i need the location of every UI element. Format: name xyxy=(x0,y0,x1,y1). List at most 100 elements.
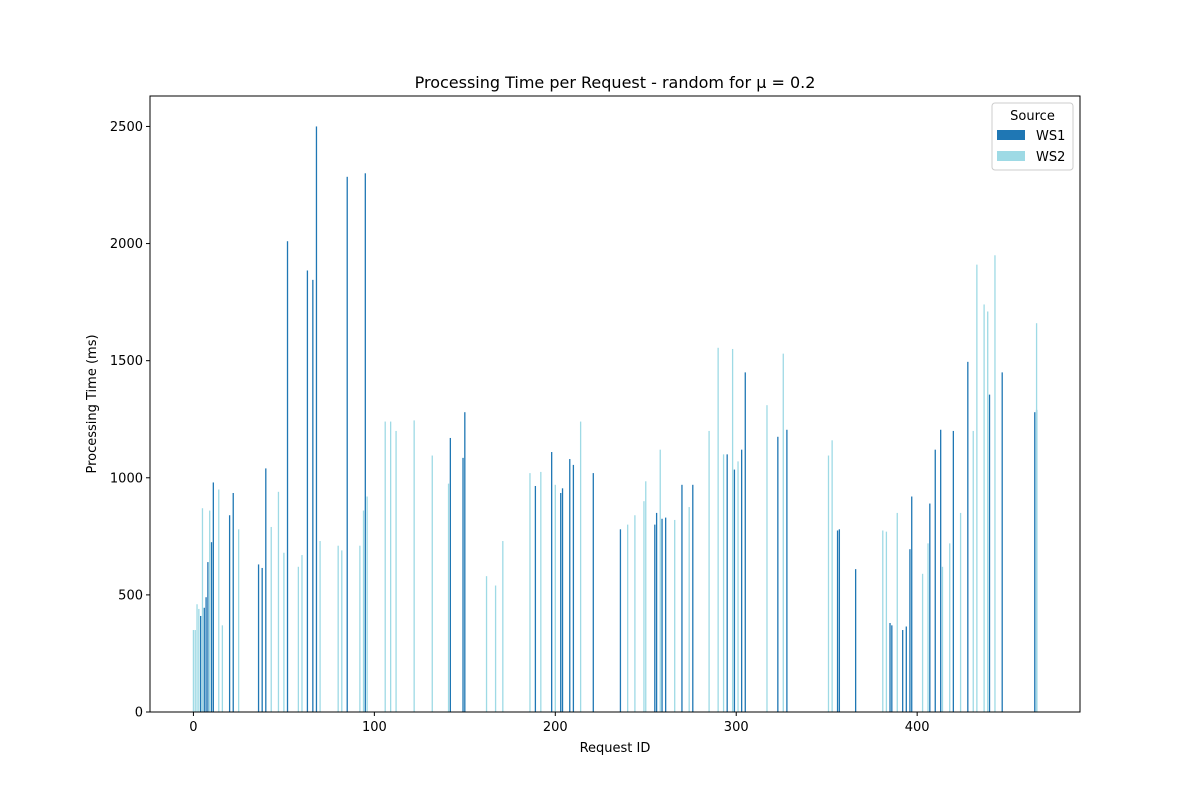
bar-ws1-35 xyxy=(733,469,736,712)
legend-swatch-ws1 xyxy=(997,130,1025,140)
bar-ws1-24 xyxy=(569,459,571,712)
bar-ws1-0 xyxy=(200,615,202,712)
legend-title: Source xyxy=(1010,109,1055,124)
y-axis-label: Processing Time (ms) xyxy=(85,334,100,473)
bar-ws1-11 xyxy=(286,241,289,712)
bar-ws2-0 xyxy=(192,630,195,712)
bar-ws2-35 xyxy=(643,501,645,712)
y-tick-label-1000: 1000 xyxy=(110,471,143,486)
x-tick-label-200: 200 xyxy=(543,720,568,735)
bar-ws1-8 xyxy=(257,564,260,712)
bar-ws1-39 xyxy=(786,429,788,712)
bar-ws1-10 xyxy=(265,468,267,712)
x-tick-label-0: 0 xyxy=(189,720,197,735)
bar-ws2-3 xyxy=(198,608,200,712)
bar-ws1-9 xyxy=(261,567,263,712)
bar-ws1-19 xyxy=(464,412,466,712)
bar-ws2-57 xyxy=(972,430,974,712)
bar-ws1-28 xyxy=(654,524,656,712)
bar-ws2-49 xyxy=(882,530,884,712)
bar-ws2-53 xyxy=(927,543,929,712)
bar-ws1-17 xyxy=(449,437,451,712)
bar-ws1-47 xyxy=(909,549,911,712)
bar-ws2-20 xyxy=(384,421,386,712)
bar-ws2-43 xyxy=(731,348,734,712)
bar-ws2-12 xyxy=(297,566,300,712)
bar-ws2-60 xyxy=(987,311,989,712)
legend-label-ws2: WS2 xyxy=(1036,150,1065,165)
bar-ws2-18 xyxy=(362,510,365,712)
bar-ws1-37 xyxy=(744,372,746,712)
bar-ws1-34 xyxy=(726,454,728,712)
bar-ws2-52 xyxy=(921,573,924,712)
bar-ws1-54 xyxy=(988,394,991,712)
bar-ws2-1 xyxy=(194,630,196,712)
bar-ws1-4 xyxy=(210,542,213,712)
bar-ws1-21 xyxy=(551,452,553,712)
bar-ws2-39 xyxy=(688,507,690,712)
bar-ws1-15 xyxy=(346,176,348,712)
bar-ws2-56 xyxy=(959,512,962,712)
y-tick-label-0: 0 xyxy=(135,706,143,721)
y-tick-label-500: 500 xyxy=(118,588,143,603)
bar-ws1-48 xyxy=(911,496,913,712)
bar-ws1-25 xyxy=(572,464,575,712)
bar-ws2-7 xyxy=(221,625,224,712)
bar-ws2-50 xyxy=(885,531,888,712)
bar-ws1-49 xyxy=(929,503,931,712)
bar-ws1-41 xyxy=(838,529,841,712)
bar-ws2-62 xyxy=(1035,323,1038,712)
bar-ws2-27 xyxy=(494,585,497,712)
bar-ws2-32 xyxy=(579,421,582,712)
bar-ws1-13 xyxy=(312,279,314,712)
bar-ws2-58 xyxy=(976,264,978,712)
bar-ws1-5 xyxy=(212,482,214,712)
bar-ws2-25 xyxy=(447,483,450,712)
bar-ws2-47 xyxy=(827,455,830,712)
bar-ws2-2 xyxy=(196,604,198,712)
bar-ws2-48 xyxy=(831,440,833,712)
bar-ws1-6 xyxy=(228,515,231,712)
bar-ws2-31 xyxy=(554,484,556,712)
bar-ws2-15 xyxy=(337,545,339,712)
bar-ws2-38 xyxy=(674,519,676,712)
x-axis-label: Request ID xyxy=(580,741,651,756)
bar-ws2-55 xyxy=(949,543,951,712)
bar-ws1-14 xyxy=(315,126,318,712)
bar-ws1-22 xyxy=(560,493,562,712)
x-axis: 0 100 200 300 400 xyxy=(189,712,930,735)
bar-ws1-36 xyxy=(741,449,743,712)
bar-ws1-16 xyxy=(364,173,366,713)
bar-ws2-13 xyxy=(301,555,303,712)
bar-ws1-52 xyxy=(952,430,954,712)
bar-ws1-1 xyxy=(203,607,205,712)
bar-ws1-45 xyxy=(902,630,904,712)
bar-ws2-4 xyxy=(201,508,204,712)
bar-ws2-54 xyxy=(941,566,944,712)
y-tick-label-2500: 2500 xyxy=(110,120,143,135)
bar-ws2-16 xyxy=(341,550,343,712)
bar-ws1-26 xyxy=(592,473,594,712)
bar-ws1-3 xyxy=(207,562,209,712)
bar-ws2-9 xyxy=(270,526,272,712)
bar-ws2-10 xyxy=(277,491,280,712)
bar-ws1-32 xyxy=(681,484,683,712)
bars-layer xyxy=(192,126,1038,713)
bar-ws1-56 xyxy=(1034,412,1036,712)
bar-ws2-30 xyxy=(540,471,542,712)
bar-ws1-50 xyxy=(934,449,936,712)
bar-ws2-14 xyxy=(319,541,321,712)
chart-title: Processing Time per Request - random for… xyxy=(415,73,816,92)
bar-ws2-21 xyxy=(389,421,392,712)
bar-ws1-18 xyxy=(462,457,464,712)
x-tick-label-100: 100 xyxy=(362,720,387,735)
bar-ws2-22 xyxy=(395,430,397,712)
bar-ws1-33 xyxy=(692,484,694,712)
bar-ws1-23 xyxy=(561,488,564,712)
bar-ws1-29 xyxy=(655,512,658,712)
bar-ws1-12 xyxy=(306,270,309,712)
bar-ws2-28 xyxy=(502,541,504,712)
bar-ws1-53 xyxy=(967,361,969,712)
bar-ws2-33 xyxy=(627,524,629,712)
